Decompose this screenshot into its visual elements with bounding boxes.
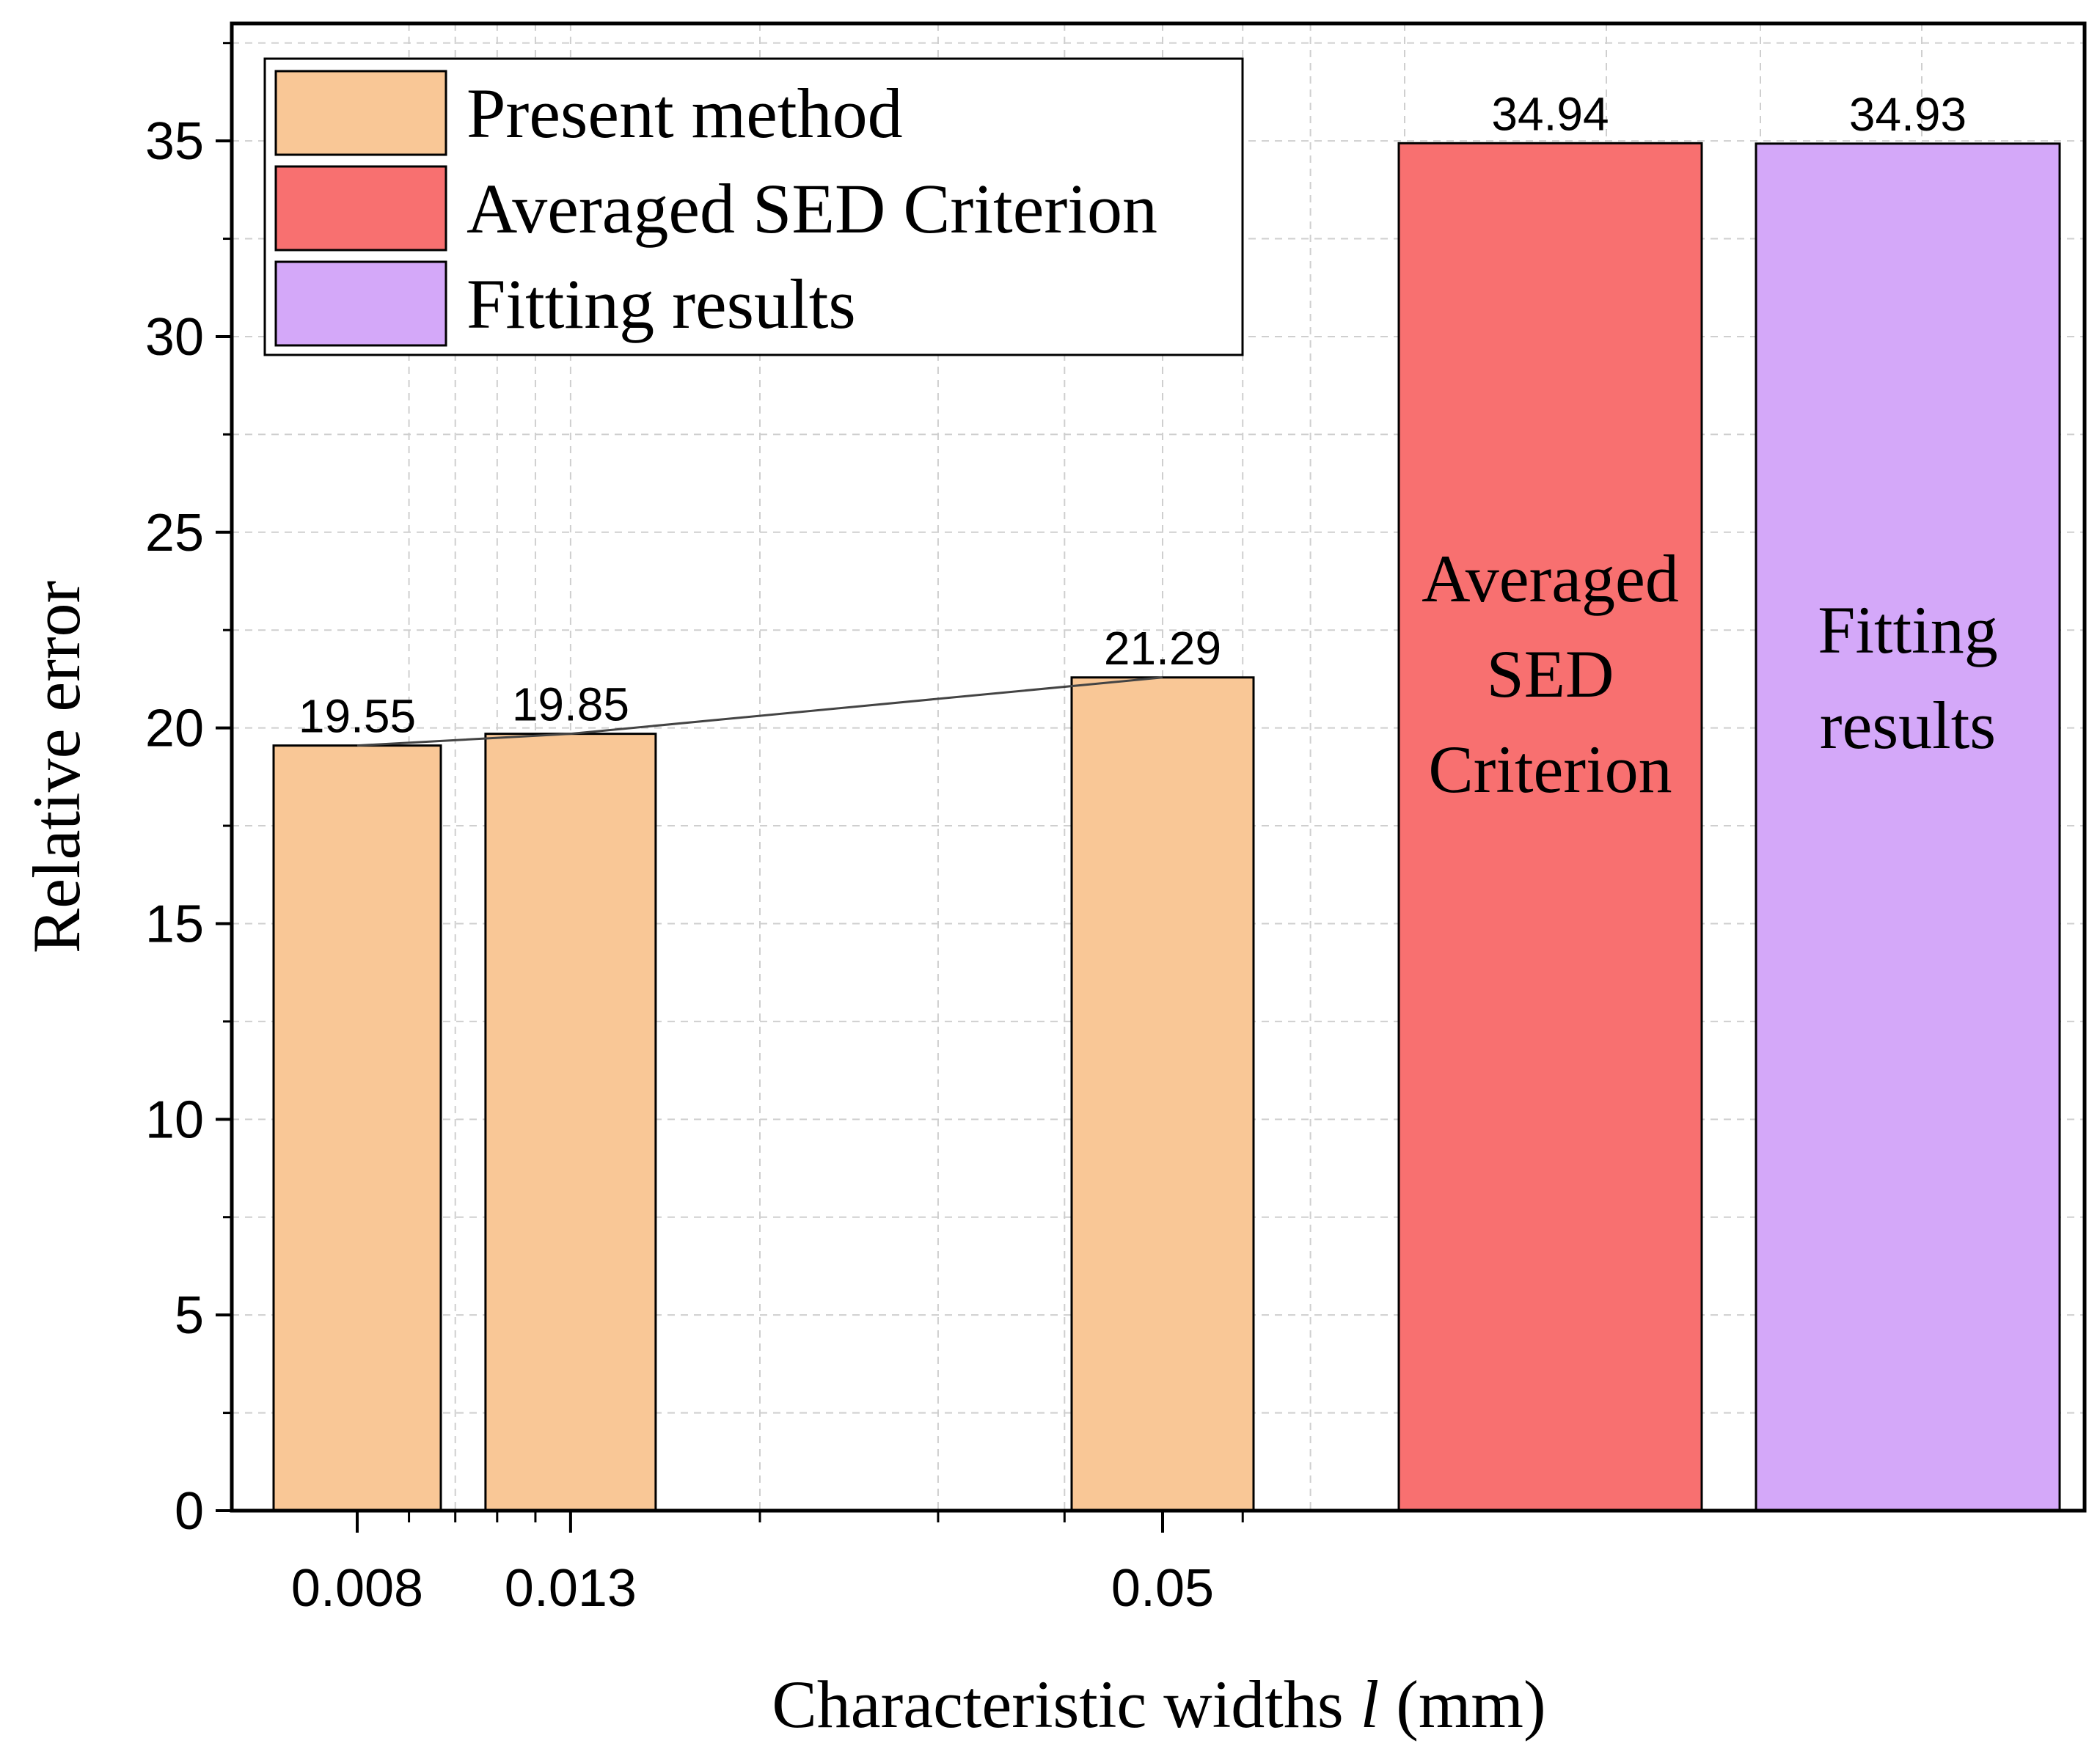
y-tick-label: 0 — [175, 1482, 204, 1541]
bars — [272, 142, 2061, 1512]
bar-annotation: Criterion — [1428, 732, 1672, 807]
bar-averaged-sed — [1397, 142, 1703, 1512]
x-tick-label: 0.008 — [291, 1559, 423, 1618]
bar-present-method — [1070, 676, 1255, 1512]
y-axis-title: Relative error — [19, 581, 94, 953]
trend-line-present-method — [356, 676, 1163, 747]
y-tick-label: 30 — [145, 308, 204, 367]
data-label: 19.85 — [512, 678, 629, 731]
bar-annotation: Averaged — [1422, 541, 1679, 616]
legend-swatch — [274, 260, 447, 347]
x-tick-label: 0.013 — [505, 1559, 637, 1618]
x-tick-label: 0.05 — [1111, 1559, 1214, 1618]
y-tick-label: 15 — [145, 895, 204, 953]
y-tick-label: 20 — [145, 700, 204, 758]
bar-annotation: SED — [1487, 637, 1614, 711]
plot-border — [230, 21, 2087, 1513]
x-axis-title: Characteristic widths l (mm) — [772, 1667, 1545, 1742]
legend-label: Averaged SED Criterion — [467, 169, 1157, 248]
bar-annotation: Fitting — [1818, 593, 1997, 667]
bar-present-method — [484, 733, 657, 1512]
legend-label: Present method — [467, 74, 903, 153]
legend: Present method Averaged SED Criterion Fitt… — [263, 57, 1244, 356]
y-tick-label: 5 — [175, 1286, 204, 1345]
plot-frame — [216, 21, 2087, 1533]
data-label: 21.29 — [1104, 622, 1221, 675]
bar-present-method — [272, 744, 442, 1512]
y-tick-label: 25 — [145, 504, 204, 562]
legend-swatch — [274, 165, 447, 252]
trend-line — [356, 676, 1163, 747]
data-label: 34.94 — [1491, 87, 1609, 140]
data-label: 34.93 — [1849, 88, 1967, 141]
data-label: 19.55 — [299, 690, 416, 743]
bar-annotation: results — [1820, 688, 1996, 763]
bar-fitting-results — [1755, 142, 2061, 1512]
labels: 19.55 19.85 21.29 34.94 Averaged SED Criterion… — [19, 87, 1998, 1742]
legend-swatch — [274, 70, 447, 156]
y-tick-label: 35 — [145, 112, 204, 171]
legend-label: Fitting results — [467, 265, 856, 343]
y-tick-label: 10 — [145, 1090, 204, 1149]
